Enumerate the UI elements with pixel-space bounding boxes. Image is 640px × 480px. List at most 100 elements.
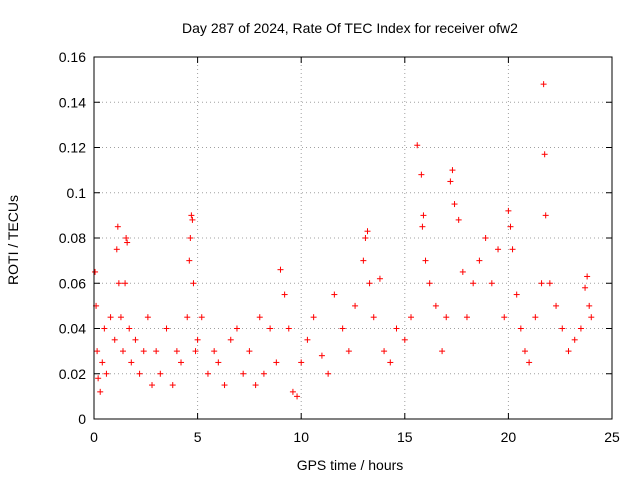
data-point: [408, 314, 415, 321]
data-point: [376, 275, 383, 282]
data-point: [476, 257, 483, 264]
data-point: [517, 325, 524, 332]
y-tick-label: 0.06: [59, 275, 86, 291]
data-point: [128, 359, 135, 366]
data-point: [188, 212, 195, 219]
data-point: [482, 235, 489, 241]
data-point: [325, 370, 332, 377]
data-point: [541, 151, 548, 158]
data-point: [149, 382, 156, 389]
data-point: [318, 352, 325, 359]
data-point: [463, 314, 470, 321]
data-point: [420, 212, 427, 219]
y-tick-label: 0: [78, 411, 86, 427]
data-point: [277, 266, 284, 273]
data-point: [387, 359, 394, 366]
data-point: [190, 280, 197, 287]
data-point: [289, 388, 296, 395]
x-axis-label: GPS time / hours: [297, 457, 404, 473]
data-point: [501, 314, 508, 321]
y-axis-label: ROTI / TECUs: [5, 195, 21, 285]
data-point: [451, 201, 458, 208]
data-point: [115, 280, 122, 287]
data-point: [101, 325, 108, 332]
axis-ticks: 0 0.02 0.04 0.06 0.08 0.1 0.12 0.14 0.16 0 5 10 15 20…: [59, 49, 620, 445]
data-point: [532, 314, 539, 321]
data-point: [507, 223, 514, 230]
data-point: [267, 325, 274, 332]
x-tick-label: 20: [501, 429, 517, 445]
data-point: [94, 348, 101, 355]
data-point: [281, 291, 288, 298]
data-point: [426, 280, 433, 287]
data-point: [505, 207, 512, 214]
data-point: [577, 325, 584, 332]
data-point: [582, 284, 589, 291]
data-point: [103, 370, 110, 377]
data-point: [233, 325, 240, 332]
data-point: [120, 348, 127, 355]
data-point: [136, 370, 143, 377]
data-point: [571, 336, 578, 343]
data-point: [304, 336, 311, 343]
data-point: [186, 257, 193, 264]
data-point: [488, 280, 495, 287]
data-point: [521, 348, 528, 355]
data-point: [393, 325, 400, 332]
data-point: [414, 142, 421, 149]
data-point: [294, 393, 301, 400]
data-point: [418, 171, 425, 178]
data-point: [126, 325, 133, 332]
data-point: [107, 314, 114, 321]
data-point: [310, 314, 317, 321]
data-point: [559, 325, 566, 332]
y-tick-label: 0.02: [59, 366, 86, 382]
data-point: [114, 223, 121, 230]
data-point: [285, 325, 292, 332]
data-point: [260, 370, 267, 377]
data-point: [157, 370, 164, 377]
data-point: [211, 348, 218, 355]
data-point: [586, 302, 593, 309]
x-tick-label: 5: [194, 429, 202, 445]
y-tick-label: 0.12: [59, 140, 86, 156]
data-point: [194, 336, 201, 343]
data-point: [455, 216, 462, 223]
data-point: [509, 246, 516, 253]
data-point: [113, 246, 120, 253]
data-point: [331, 291, 338, 298]
data-point: [124, 239, 131, 246]
data-point: [215, 359, 222, 366]
data-point: [252, 382, 259, 389]
data-point: [169, 382, 176, 389]
data-point: [553, 302, 560, 309]
data-point: [470, 280, 477, 287]
data-point: [513, 291, 520, 298]
y-tick-label: 0.16: [59, 49, 86, 65]
data-point: [132, 336, 139, 343]
data-point: [546, 280, 553, 287]
data-point: [495, 246, 502, 253]
data-point: [542, 212, 549, 219]
data-point: [422, 257, 429, 264]
data-point: [173, 348, 180, 355]
data-point: [189, 216, 196, 223]
chart-title: Day 287 of 2024, Rate Of TEC Index for r…: [182, 20, 518, 36]
data-point: [184, 314, 191, 321]
data-point: [565, 348, 572, 355]
data-point: [140, 348, 147, 355]
data-point: [352, 302, 359, 309]
data-point: [588, 314, 595, 321]
data-point: [240, 370, 247, 377]
data-point: [99, 359, 106, 366]
data-point: [419, 223, 426, 230]
data-point: [204, 370, 211, 377]
x-tick-label: 15: [397, 429, 413, 445]
data-point: [92, 268, 99, 275]
y-tick-label: 0.1: [67, 185, 87, 201]
data-point: [366, 280, 373, 287]
x-tick-label: 10: [293, 429, 309, 445]
grid-lines: [94, 57, 612, 419]
data-point: [123, 235, 130, 241]
data-point: [345, 348, 352, 355]
